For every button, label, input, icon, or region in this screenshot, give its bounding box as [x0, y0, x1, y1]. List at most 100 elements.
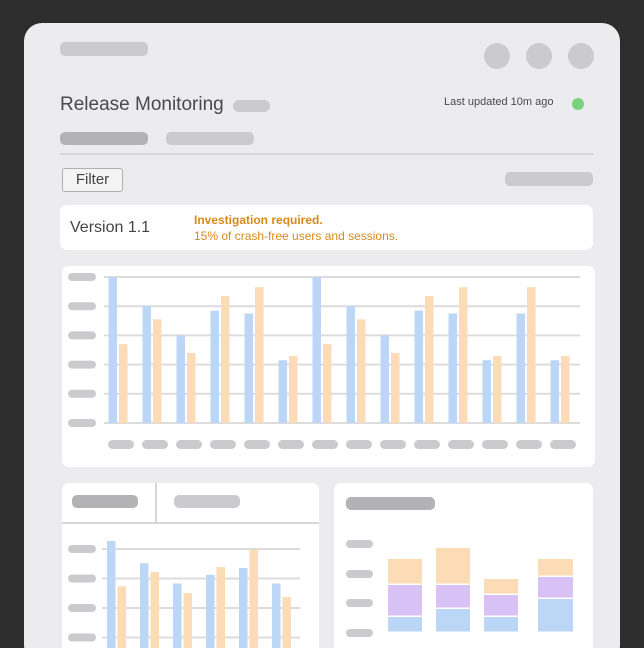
panel-tab-active[interactable]	[72, 495, 138, 508]
stack-segment-2	[538, 577, 573, 598]
stack-segment-1	[484, 617, 518, 632]
bar-series-2	[527, 287, 536, 423]
panel-tab-inactive[interactable]	[174, 495, 240, 508]
y-tick-label-placeholder	[346, 629, 373, 637]
stack-segment-2	[436, 585, 470, 608]
x-tick-label-placeholder	[244, 440, 270, 449]
y-tick-label-placeholder	[68, 389, 96, 398]
tab-inactive[interactable]	[166, 132, 254, 145]
panel-tab-separator	[155, 483, 157, 523]
alert-title: Investigation required.	[194, 213, 323, 227]
y-tick-label-placeholder	[68, 574, 96, 583]
bar-series-1	[516, 313, 525, 423]
stack-segment-3	[538, 559, 573, 576]
window-control-maximize[interactable]	[526, 43, 552, 69]
bar-series-2	[323, 344, 332, 423]
bar-series-2	[459, 287, 468, 423]
x-tick-label-placeholder	[176, 440, 202, 449]
bar-series-2	[391, 352, 400, 423]
x-tick-label-placeholder	[448, 440, 474, 449]
x-tick-label-placeholder	[414, 440, 440, 449]
bar-series-1	[142, 306, 151, 423]
x-tick-label-placeholder	[516, 440, 542, 449]
bar-series-1	[108, 277, 117, 423]
bar-series-2	[183, 593, 192, 648]
stack-segment-1	[388, 617, 422, 632]
x-tick-label-placeholder	[142, 440, 168, 449]
x-tick-label-placeholder	[346, 440, 372, 449]
window-control-minimize[interactable]	[484, 43, 510, 69]
bottom-right-stacked-chart	[346, 540, 573, 637]
bar-series-1	[244, 313, 253, 423]
bottom-left-chart-card	[62, 483, 319, 648]
x-tick-label-placeholder	[380, 440, 406, 449]
bar-series-2	[117, 586, 126, 648]
y-tick-label-placeholder	[68, 302, 96, 311]
bar-series-1	[448, 313, 457, 423]
bar-series-2	[255, 287, 264, 423]
bar-series-1	[380, 335, 389, 423]
x-tick-label-placeholder	[278, 440, 304, 449]
y-tick-label-placeholder	[346, 599, 373, 607]
x-tick-label-placeholder	[550, 440, 576, 449]
y-tick-label-placeholder	[68, 604, 96, 612]
bar-series-2	[187, 352, 196, 423]
bar-series-1	[550, 360, 559, 423]
bar-series-2	[561, 355, 570, 423]
app-name-placeholder	[60, 42, 148, 56]
status-indicator	[572, 98, 584, 110]
stack-segment-1	[538, 599, 573, 632]
x-tick-label-placeholder	[312, 440, 338, 449]
panel-title-placeholder	[346, 497, 435, 510]
x-tick-label-placeholder	[108, 440, 134, 449]
bar-series-2	[119, 344, 128, 423]
bar-series-1	[272, 583, 281, 648]
title-badge-placeholder	[233, 100, 270, 112]
bar-series-1	[210, 310, 219, 423]
bar-series-2	[493, 355, 502, 423]
bar-series-2	[150, 571, 159, 648]
stack-segment-2	[388, 585, 422, 616]
y-tick-label-placeholder	[68, 545, 96, 553]
bar-series-1	[140, 563, 149, 648]
stack-segment-3	[388, 559, 422, 584]
bar-series-2	[153, 319, 162, 423]
y-tick-label-placeholder	[346, 570, 373, 578]
bar-series-1	[312, 277, 321, 423]
bar-series-1	[173, 583, 182, 648]
y-tick-label-placeholder	[68, 633, 96, 642]
bar-series-2	[282, 596, 291, 648]
bar-series-1	[239, 568, 248, 648]
main-chart-card	[62, 266, 595, 467]
panel-tab-divider	[62, 522, 319, 524]
stack-segment-3	[436, 548, 470, 584]
stack-segment-2	[484, 595, 518, 616]
bar-series-1	[176, 335, 185, 423]
release-status-card: Version 1.1 Investigation required. 15% …	[60, 205, 593, 250]
tab-active[interactable]	[60, 132, 148, 145]
bar-series-1	[206, 574, 215, 648]
filter-button[interactable]: Filter	[62, 168, 123, 192]
version-label: Version 1.1	[70, 219, 151, 236]
main-bar-chart	[68, 273, 580, 449]
x-tick-label-placeholder	[210, 440, 236, 449]
app-window: Release Monitoring Last updated 10m ago …	[24, 23, 620, 648]
last-updated-text: Last updated 10m ago	[444, 96, 554, 108]
bar-series-2	[249, 549, 258, 648]
tab-divider	[60, 153, 594, 155]
bar-series-1	[346, 306, 355, 423]
bar-series-1	[414, 310, 423, 423]
y-tick-label-placeholder	[68, 273, 96, 281]
stack-segment-3	[484, 579, 518, 594]
bar-series-2	[289, 355, 298, 423]
bar-series-2	[425, 295, 434, 423]
y-tick-label-placeholder	[68, 360, 96, 369]
toolbar-action-placeholder[interactable]	[505, 172, 593, 186]
bottom-right-chart-card	[334, 483, 593, 648]
bar-series-1	[278, 360, 287, 423]
y-tick-label-placeholder	[68, 331, 96, 340]
alert-message: 15% of crash-free users and sessions.	[194, 229, 399, 243]
y-tick-label-placeholder	[68, 419, 96, 427]
bottom-left-bar-chart	[68, 541, 300, 648]
window-control-close[interactable]	[568, 43, 594, 69]
